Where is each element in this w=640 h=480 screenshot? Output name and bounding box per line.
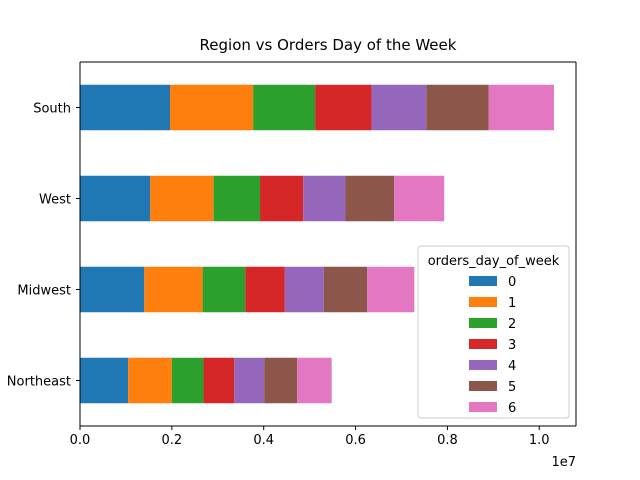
x-tick-label: 0.0 <box>70 433 91 448</box>
legend-swatch-0 <box>469 276 497 286</box>
legend-swatch-2 <box>469 318 497 328</box>
legend-title: orders_day_of_week <box>428 254 560 269</box>
bar-northeast-day-1 <box>128 357 172 404</box>
x-tick-label: 0.2 <box>162 433 183 448</box>
legend-label-5: 5 <box>508 380 516 395</box>
bar-northeast-day-2 <box>171 357 204 404</box>
x-tick-label: 0.8 <box>437 433 458 448</box>
bar-northeast-day-6 <box>297 357 332 404</box>
y-tick-label: Northeast <box>7 375 71 390</box>
legend-swatch-5 <box>469 381 497 391</box>
y-tick-label: Midwest <box>17 284 71 299</box>
bar-midwest-day-0 <box>80 266 145 313</box>
x-multiplier-label: 1e7 <box>551 455 576 470</box>
bar-midwest-day-2 <box>202 266 246 313</box>
x-tick-label: 0.6 <box>345 433 366 448</box>
axes-group: 0.0 0.2 0.4 0.6 0.8 1.0 Northeast Midwest West So… <box>7 61 577 448</box>
bar-midwest-day-6 <box>367 266 415 313</box>
bar-northeast-day-3 <box>203 357 235 404</box>
bar-northeast-day-4 <box>234 357 265 404</box>
legend-frame <box>417 245 570 419</box>
chart-title: Region vs Orders Day of the Week <box>200 36 457 54</box>
y-tick-label: West <box>39 193 71 208</box>
bar-west-day-2 <box>213 175 261 222</box>
y-tick-label: South <box>33 102 71 117</box>
bar-northeast-day-0 <box>80 357 129 404</box>
legend-swatch-4 <box>469 360 497 370</box>
legend-swatch-3 <box>469 339 497 349</box>
bar-west-day-4 <box>303 175 346 222</box>
bar-south-day-2 <box>253 84 316 131</box>
bar-midwest-day-5 <box>323 266 368 313</box>
bar-midwest-day-4 <box>284 266 324 313</box>
bars-group <box>80 84 554 404</box>
legend: orders_day_of_week 0 1 2 3 4 5 6 <box>417 245 570 419</box>
bar-midwest-day-3 <box>245 266 285 313</box>
bar-west-day-5 <box>345 175 395 222</box>
x-tick-label: 0.4 <box>253 433 274 448</box>
bar-midwest-day-1 <box>144 266 203 313</box>
bar-south-day-1 <box>170 84 254 131</box>
bar-west-day-6 <box>394 175 445 222</box>
legend-label-1: 1 <box>508 296 516 311</box>
bar-south-day-3 <box>315 84 372 131</box>
bar-northeast-day-5 <box>264 357 298 404</box>
bar-south-day-0 <box>80 84 171 131</box>
bar-west-day-3 <box>260 175 304 222</box>
legend-swatch-1 <box>469 297 497 307</box>
legend-label-6: 6 <box>508 401 516 416</box>
x-tick-label: 1.0 <box>529 433 550 448</box>
legend-label-4: 4 <box>508 359 516 374</box>
legend-label-3: 3 <box>508 338 516 353</box>
legend-swatch-6 <box>469 402 497 412</box>
bar-south-day-5 <box>426 84 489 131</box>
legend-label-2: 2 <box>508 317 516 332</box>
legend-label-0: 0 <box>508 275 516 290</box>
bar-west-day-0 <box>80 175 151 222</box>
bar-south-day-6 <box>488 84 554 131</box>
bar-south-day-4 <box>371 84 427 131</box>
bar-west-day-1 <box>150 175 214 222</box>
